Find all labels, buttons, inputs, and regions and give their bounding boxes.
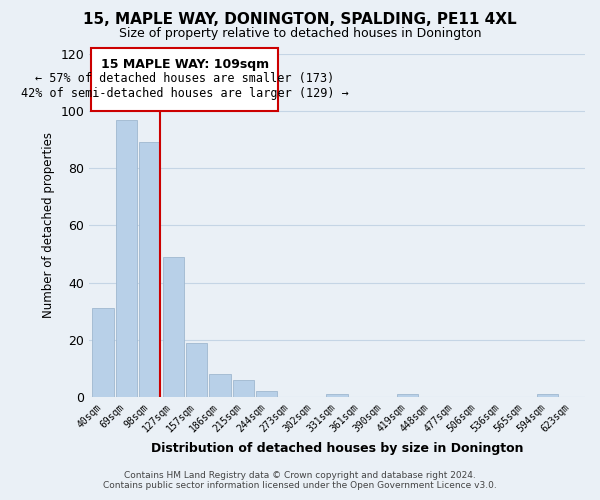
Bar [209,374,230,397]
Bar [92,308,113,397]
Bar [256,391,277,397]
Bar [116,120,137,397]
Text: Size of property relative to detached houses in Donington: Size of property relative to detached ho… [119,28,481,40]
Bar [186,342,207,397]
X-axis label: Distribution of detached houses by size in Donington: Distribution of detached houses by size … [151,442,523,455]
Text: ← 57% of detached houses are smaller (173): ← 57% of detached houses are smaller (17… [35,72,335,86]
Bar [139,142,160,397]
Y-axis label: Number of detached properties: Number of detached properties [41,132,55,318]
Text: Contains HM Land Registry data © Crown copyright and database right 2024.
Contai: Contains HM Land Registry data © Crown c… [103,470,497,490]
Bar [537,394,558,397]
Text: 42% of semi-detached houses are larger (129) →: 42% of semi-detached houses are larger (… [21,87,349,100]
Bar [233,380,254,397]
Text: 15, MAPLE WAY, DONINGTON, SPALDING, PE11 4XL: 15, MAPLE WAY, DONINGTON, SPALDING, PE11… [83,12,517,28]
Text: 15 MAPLE WAY: 109sqm: 15 MAPLE WAY: 109sqm [101,58,269,71]
Bar [326,394,347,397]
FancyBboxPatch shape [91,48,278,111]
Bar [163,257,184,397]
Bar [397,394,418,397]
